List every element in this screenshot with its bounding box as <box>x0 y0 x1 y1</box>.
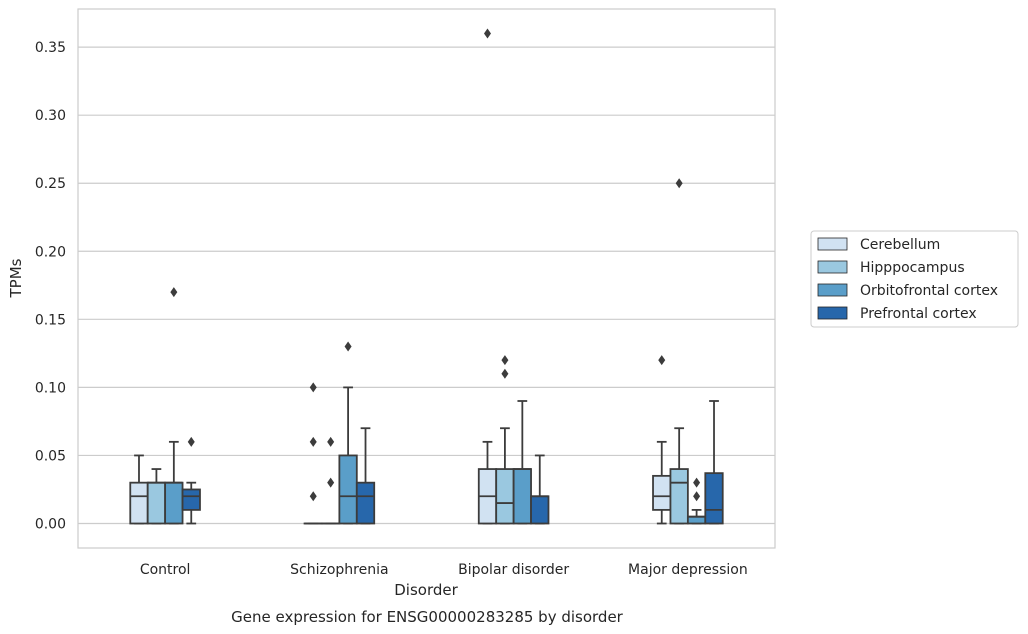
outlier-point <box>693 477 701 488</box>
y-axis-label: TPMs <box>7 258 25 298</box>
box-body <box>686 515 707 525</box>
legend-swatch <box>817 260 848 274</box>
x-axis-label: Disorder <box>394 581 458 599</box>
y-tick-label: 0.15 <box>35 312 66 328</box>
y-tick-label: 0.25 <box>35 176 66 192</box>
outlier-point <box>309 491 317 502</box>
x-tick-labels: Control Schizophrenia Bipolar disorder Majo… <box>140 562 748 578</box>
box <box>355 427 376 525</box>
box <box>164 287 184 525</box>
box-body <box>164 481 184 525</box>
box-body <box>512 468 532 525</box>
box <box>652 355 672 525</box>
x-tick-label: Schizophrenia <box>290 562 388 578</box>
outlier-point <box>501 368 509 379</box>
chart-caption: Gene expression for ENSG00000283285 by d… <box>231 608 624 626</box>
box-groups <box>129 28 724 525</box>
y-tick-label: 0.35 <box>35 40 66 56</box>
legend-swatch <box>817 306 848 320</box>
outlier-point <box>170 287 178 298</box>
outlier-point <box>309 382 317 393</box>
outlier-point <box>693 491 701 502</box>
outlier-point <box>344 341 352 352</box>
y-tick-label: 0.00 <box>35 517 66 533</box>
plot-background <box>78 9 775 548</box>
outlier-point <box>658 355 666 366</box>
y-tick-labels: 0.00 0.05 0.10 0.15 0.20 0.25 0.30 0.35 <box>35 40 66 532</box>
box-body <box>669 468 689 525</box>
outlier-point <box>501 355 509 366</box>
legend-label: Hipppocampus <box>860 260 965 276</box>
box <box>321 436 341 525</box>
box-body <box>129 481 149 525</box>
box <box>181 436 201 525</box>
box <box>303 382 323 525</box>
outlier-point <box>327 436 335 447</box>
box-body <box>530 495 550 525</box>
box <box>477 28 498 525</box>
legend-swatch <box>817 283 848 297</box>
outlier-point <box>675 178 683 189</box>
legend-label: Orbitofrontal cortex <box>860 283 998 299</box>
x-tick-label: Major depression <box>628 562 748 578</box>
legend-swatch <box>817 237 848 251</box>
box <box>686 477 707 525</box>
box-body <box>146 481 167 525</box>
x-tick-label: Control <box>140 562 191 578</box>
box-body <box>704 472 724 525</box>
grid-lines <box>78 46 775 525</box>
outlier-point <box>327 477 335 488</box>
legend: Cerebellum Hipppocampus Orbitofrontal cort… <box>810 230 1019 328</box>
legend-label: Prefrontal cortex <box>860 306 977 322</box>
y-tick-label: 0.30 <box>35 108 66 124</box>
y-tick-label: 0.20 <box>35 244 66 260</box>
x-tick-label: Bipolar disorder <box>458 562 569 578</box>
box-body <box>181 488 201 511</box>
outlier-point <box>483 28 491 39</box>
y-tick-label: 0.10 <box>35 380 66 396</box>
box <box>669 178 689 525</box>
box-body <box>495 468 515 525</box>
y-tick-label: 0.05 <box>35 448 66 464</box>
plot-frame <box>77 8 776 549</box>
outlier-point <box>187 436 195 447</box>
box-body <box>338 454 358 525</box>
box <box>129 454 149 525</box>
legend-label: Cerebellum <box>860 237 940 253</box>
box-body <box>355 481 376 525</box>
box <box>530 454 550 525</box>
box <box>704 400 724 525</box>
legend-frame <box>810 230 1019 328</box>
outlier-point <box>309 436 317 447</box>
box-body <box>652 474 672 511</box>
